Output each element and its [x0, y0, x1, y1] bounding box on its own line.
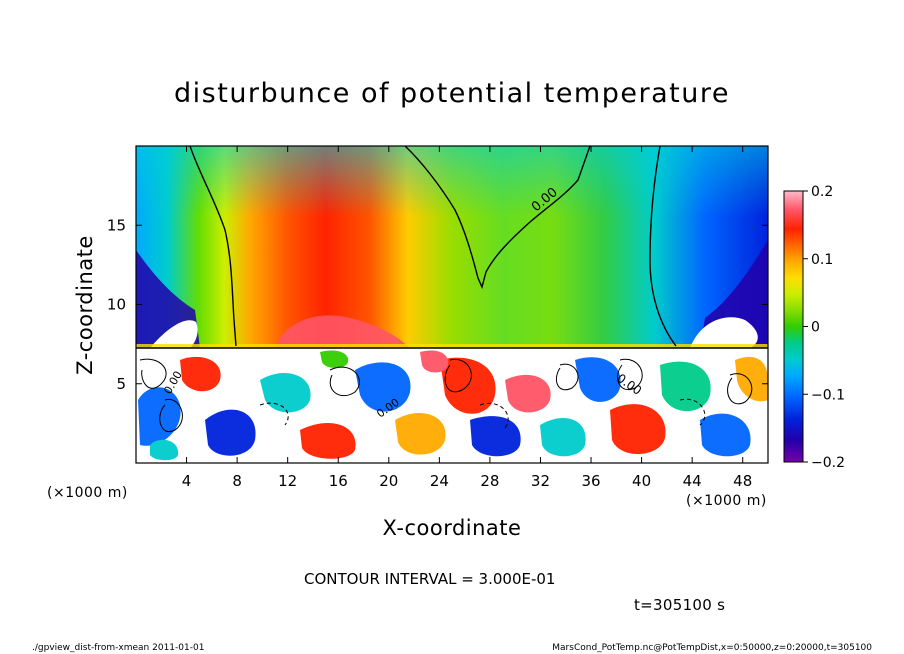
footer-right: MarsCond_PotTemp.nc@PotTempDist,x=0:5000…: [552, 643, 872, 653]
colorbar-tick-label: 0: [811, 320, 820, 336]
z-axis-ticks: 5 10 15: [107, 216, 768, 393]
colorbar-tick-label: −0.1: [811, 387, 845, 403]
x-tick-label: 20: [379, 472, 398, 490]
x-tick-label: 40: [632, 472, 651, 490]
left-white-patch: [150, 320, 198, 348]
colorbar-tick-label: −0.2: [811, 455, 845, 471]
colorbar-tick-label: 0.2: [811, 184, 833, 200]
colorbar-ticks: 0.2 0.1 0 −0.1 −0.2: [803, 184, 845, 471]
plot-area: [136, 146, 768, 463]
x-tick-label: 48: [733, 472, 752, 490]
z-axis-label: Z-coordinate: [73, 235, 97, 375]
colorbar-tick-label: 0.1: [811, 252, 833, 268]
zero-contour-center: [404, 146, 591, 290]
x-tick-label: 24: [430, 472, 449, 490]
x-tick-label: 8: [232, 472, 242, 490]
chart-title: disturbunce of potential temperature: [174, 78, 730, 109]
contour-interval-text: CONTOUR INTERVAL = 3.000E-01: [304, 570, 555, 588]
right-white-patch: [690, 317, 758, 348]
zero-contour-left: [189, 146, 237, 347]
x-unit-label: (×1000 m): [686, 493, 767, 509]
x-tick-label: 16: [329, 472, 348, 490]
zero-contour-right: [649, 146, 677, 347]
upper-field-top-fade: [136, 146, 768, 348]
z-tick-label: 10: [107, 296, 126, 314]
layer-interface-band: [136, 344, 768, 348]
x-tick-label: 4: [182, 472, 192, 490]
z-unit-label: (×1000 m): [47, 485, 128, 501]
x-axis-label: X-coordinate: [383, 516, 522, 540]
x-tick-label: 32: [531, 472, 550, 490]
warm-pink-patch: [275, 315, 410, 348]
time-text: t=305100 s: [634, 596, 725, 614]
colorbar: [783, 190, 804, 463]
footer-left: ./gpview_dist-from-xmean 2011-01-01: [32, 643, 204, 653]
x-axis-ticks: 4 8 12 16 20 24 28 32 36 40 44 48: [182, 146, 752, 490]
x-tick-label: 44: [683, 472, 702, 490]
lower-contours: [139, 358, 753, 433]
z-tick-label: 15: [107, 216, 126, 234]
x-tick-label: 36: [581, 472, 600, 490]
x-tick-label: 12: [278, 472, 297, 490]
z-tick-label: 5: [116, 375, 126, 393]
x-tick-label: 28: [480, 472, 499, 490]
